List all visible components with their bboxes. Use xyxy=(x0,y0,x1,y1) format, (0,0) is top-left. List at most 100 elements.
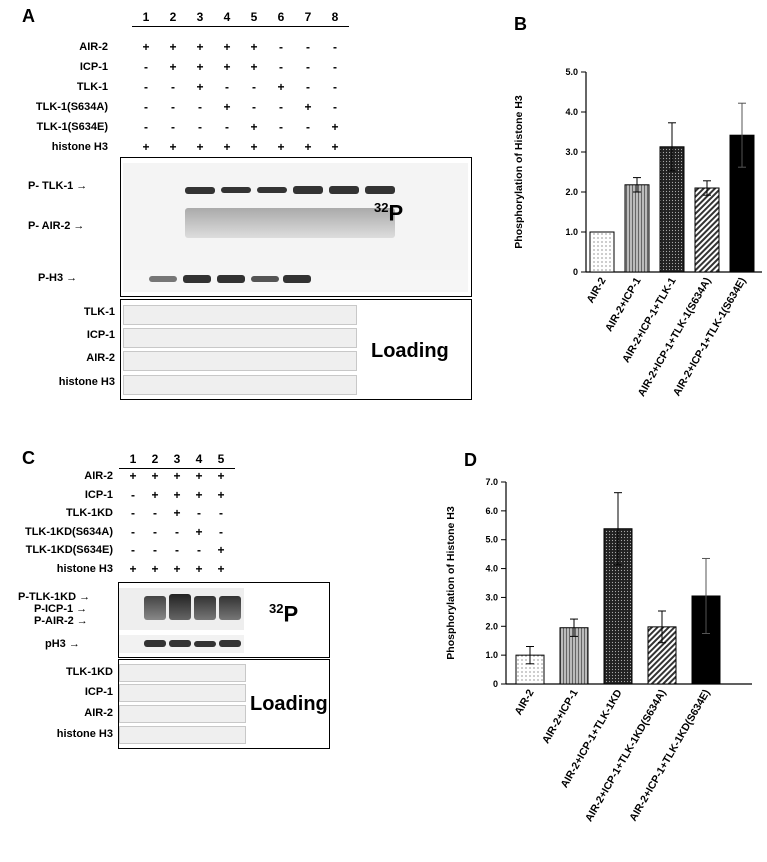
treatment-mark: - xyxy=(197,543,201,557)
band xyxy=(219,596,241,620)
treatment-mark: - xyxy=(306,80,310,94)
lane-number: 6 xyxy=(277,10,285,24)
lane-number: 5 xyxy=(217,452,225,466)
panel-d-chart: 0 1.0 2.0 3.0 4.0 5.0 6.0 7.0 Phosphorylation of… xyxy=(445,477,752,824)
loading-strip xyxy=(123,305,357,325)
category-label: AIR-2 xyxy=(512,687,536,717)
y-axis-label: Phosphorylation of Histone H3 xyxy=(445,506,457,660)
treatment-mark: + xyxy=(223,100,231,114)
treatment-mark: + xyxy=(304,140,312,154)
treatment-mark: + xyxy=(129,561,137,576)
treatment-mark: + xyxy=(217,561,225,576)
lane-underline xyxy=(132,26,349,27)
treatment-mark: - xyxy=(171,80,175,94)
band xyxy=(144,640,166,647)
treatment-mark: + xyxy=(195,524,203,539)
treatment-mark: - xyxy=(175,543,179,557)
loading-strip xyxy=(119,664,246,682)
loading-strip xyxy=(123,351,357,371)
treatment-mark: + xyxy=(151,469,159,483)
loading-label-a: Loading xyxy=(371,340,449,362)
panel-b-chart: 0 1.0 2.0 3.0 4.0 5.0 Phosphorylation of Histo… xyxy=(513,67,762,399)
autorad-label-ph3: pH3 → xyxy=(45,638,80,650)
lane-number: 3 xyxy=(173,452,181,466)
autorad-label-p-icp1: P-ICP-1 → xyxy=(34,603,88,615)
treatment-mark: + xyxy=(151,487,159,502)
treatment-mark: - xyxy=(131,487,135,502)
autorad-label-p-h3: P-H3 → xyxy=(38,272,78,284)
treatment-mark: + xyxy=(217,469,225,483)
treatment-mark: - xyxy=(131,506,135,520)
panel-d-letter: D xyxy=(464,450,477,470)
band xyxy=(169,594,191,620)
treatment-mark: - xyxy=(144,120,148,134)
treatment-label: histone H3 xyxy=(51,141,108,153)
panel-a-letter: A xyxy=(22,6,35,26)
treatment-mark: - xyxy=(279,60,283,74)
y-tick-label: 2.0 xyxy=(565,187,578,197)
treatment-label: histone H3 xyxy=(56,562,113,575)
y-tick-label: 5.0 xyxy=(565,67,578,77)
treatment-mark: + xyxy=(331,120,339,134)
ph3-strip-c xyxy=(119,635,244,653)
treatment-mark: - xyxy=(144,60,148,74)
category-label: AIR-2 xyxy=(584,275,608,305)
treatment-label: ICP-1 xyxy=(79,61,108,73)
bar xyxy=(589,231,615,273)
y-axis-label: Phosphorylation of Histone H3 xyxy=(513,95,525,249)
treatment-mark: + xyxy=(217,487,225,502)
lane-number: 1 xyxy=(129,452,137,466)
treatment-mark: + xyxy=(195,561,203,576)
treatment-mark: + xyxy=(196,60,204,74)
treatment-mark: + xyxy=(223,40,231,54)
treatment-mark: - xyxy=(279,40,283,54)
lane-number: 4 xyxy=(195,452,203,466)
treatment-mark: - xyxy=(153,524,157,539)
treatment-mark: - xyxy=(306,120,310,134)
band xyxy=(257,187,287,193)
panel-c-loading: Loading xyxy=(118,659,330,749)
y-tick-label: 4.0 xyxy=(565,107,578,117)
y-tick-label: 0 xyxy=(573,267,578,277)
treatment-mark: - xyxy=(252,100,256,114)
y-tick-label: 7.0 xyxy=(485,477,498,487)
treatment-mark: - xyxy=(333,40,337,54)
lane-number: 2 xyxy=(169,10,177,24)
autorad-label-p-air2: P- AIR-2 → xyxy=(28,220,85,232)
smear xyxy=(185,208,395,238)
treatment-label: AIR-2 xyxy=(79,41,108,53)
band xyxy=(365,186,395,194)
band xyxy=(251,276,279,282)
treatment-mark: + xyxy=(169,60,177,74)
treatment-mark: + xyxy=(277,80,285,94)
treatment-label: TLK-1KD(S634A) xyxy=(24,525,113,538)
band xyxy=(185,187,215,194)
treatment-label: TLK-1(S634A) xyxy=(35,101,108,113)
treatment-mark: - xyxy=(279,100,283,114)
treatment-mark: + xyxy=(142,140,150,154)
y-tick-label: 5.0 xyxy=(485,535,498,545)
lane-number: 3 xyxy=(196,10,204,24)
treatment-mark: + xyxy=(169,40,177,54)
lane-underline xyxy=(119,468,235,469)
treatment-label: TLK-1(S634E) xyxy=(36,121,108,133)
loading-row-label: ICP-1 xyxy=(86,329,115,341)
treatment-label: TLK-1KD xyxy=(65,507,113,519)
category-label: AIR-2+ICP-1 xyxy=(603,275,644,333)
loading-strip xyxy=(119,684,246,702)
loading-row-label: histone H3 xyxy=(56,728,113,740)
treatment-label: TLK-1KD(S634E) xyxy=(25,544,113,556)
band xyxy=(293,186,323,194)
treatment-mark: - xyxy=(175,524,179,539)
bar xyxy=(694,187,720,273)
treatment-mark: + xyxy=(250,120,258,134)
autorad-label-p-tlk1kd: P-TLK-1KD → xyxy=(18,591,91,603)
loading-label-c: Loading xyxy=(250,693,328,715)
lane-number: 7 xyxy=(304,10,312,24)
treatment-mark: - xyxy=(198,120,202,134)
band xyxy=(194,641,216,647)
treatment-mark: - xyxy=(144,100,148,114)
bar xyxy=(624,184,650,273)
treatment-mark: + xyxy=(223,140,231,154)
treatment-mark: - xyxy=(306,40,310,54)
